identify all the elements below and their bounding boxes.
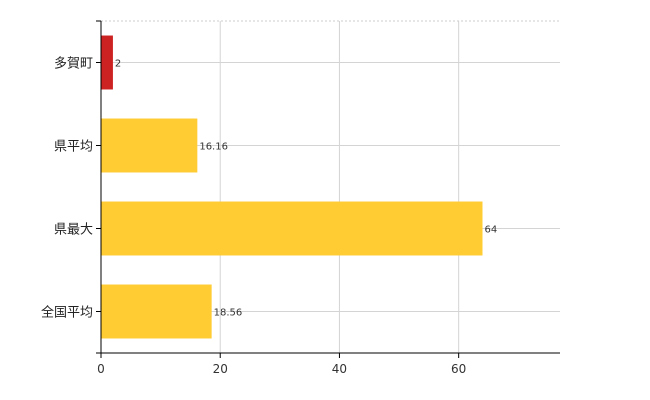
bar-4 (101, 284, 212, 339)
category-label: 県平均 (54, 140, 93, 155)
data-label: 2 (115, 59, 121, 70)
x-tick-label: 0 (97, 362, 105, 376)
x-tick-label: 20 (213, 362, 228, 376)
category-label: 全国平均 (41, 305, 93, 321)
data-labels: 2 16.16 64 18.56 (115, 59, 497, 319)
category-label: 多賀町 (54, 56, 93, 72)
bar-2 (101, 118, 198, 173)
data-label: 64 (485, 225, 498, 236)
data-label: 16.16 (199, 142, 228, 153)
bars (101, 35, 483, 339)
category-label: 県最大 (54, 223, 93, 238)
bar-1 (101, 35, 113, 90)
x-tick-label: 60 (451, 362, 466, 376)
data-label: 18.56 (214, 308, 243, 319)
x-tick-label: 40 (332, 362, 347, 376)
bar-3 (101, 201, 483, 256)
x-axis-ticks: 0 20 40 60 (97, 353, 466, 376)
